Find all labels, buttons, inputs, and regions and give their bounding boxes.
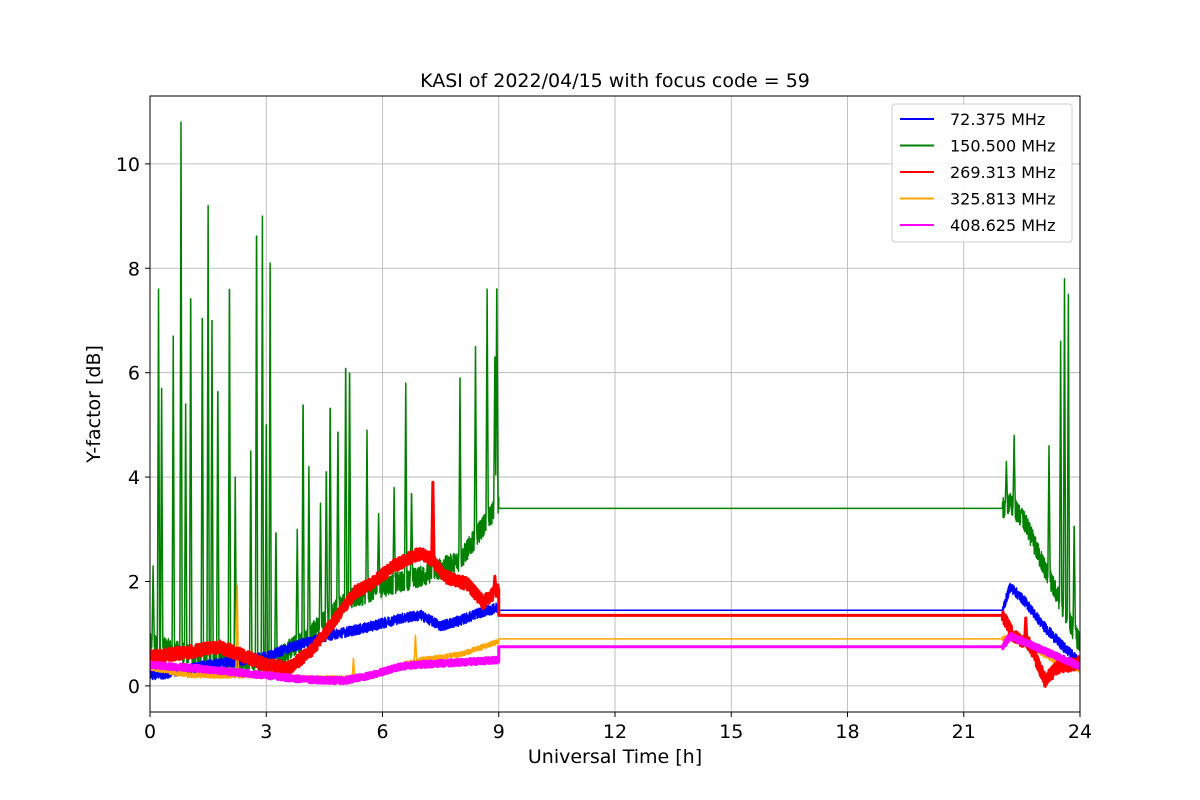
y-tick-label: 0 [128,676,140,698]
y-tick-label: 2 [128,571,140,593]
plot-area [150,121,1080,688]
legend: 72.375 MHz 150.500 MHz 269.313 MHz 325.813 … [891,103,1073,243]
legend-entry: 408.625 MHz [950,216,1055,235]
y-tick-label: 10 [116,154,140,176]
x-axis-label: Universal Time [h] [528,746,702,768]
x-tick-label: 24 [1068,721,1092,743]
series-layer [150,121,1080,688]
legend-box [891,103,1073,243]
x-tick-label: 6 [376,721,388,743]
legend-entry: 150.500 MHz [950,137,1055,156]
x-tick-label: 12 [603,721,627,743]
x-axis: 0 3 6 9 12 15 18 21 24 [144,712,1092,743]
chart-title: KASI of 2022/04/15 with focus code = 59 [420,70,810,92]
legend-entry: 72.375 MHz [950,110,1045,129]
legend-entry: 325.813 MHz [950,190,1055,209]
legend-entry: 269.313 MHz [950,163,1055,182]
x-tick-label: 9 [493,721,505,743]
y-axis: 0 2 4 6 8 10 [116,154,150,698]
x-tick-label: 3 [260,721,272,743]
y-axis-label: Y-factor [dB] [83,345,105,464]
x-tick-label: 15 [719,721,743,743]
y-tick-label: 6 [128,363,140,385]
y-tick-label: 8 [128,258,140,280]
x-tick-label: 18 [835,721,859,743]
x-tick-label: 0 [144,721,156,743]
series-line [150,582,1080,681]
series-line [150,632,1080,686]
y-tick-label: 4 [128,467,140,489]
x-tick-label: 21 [952,721,976,743]
series-line [150,480,1080,688]
